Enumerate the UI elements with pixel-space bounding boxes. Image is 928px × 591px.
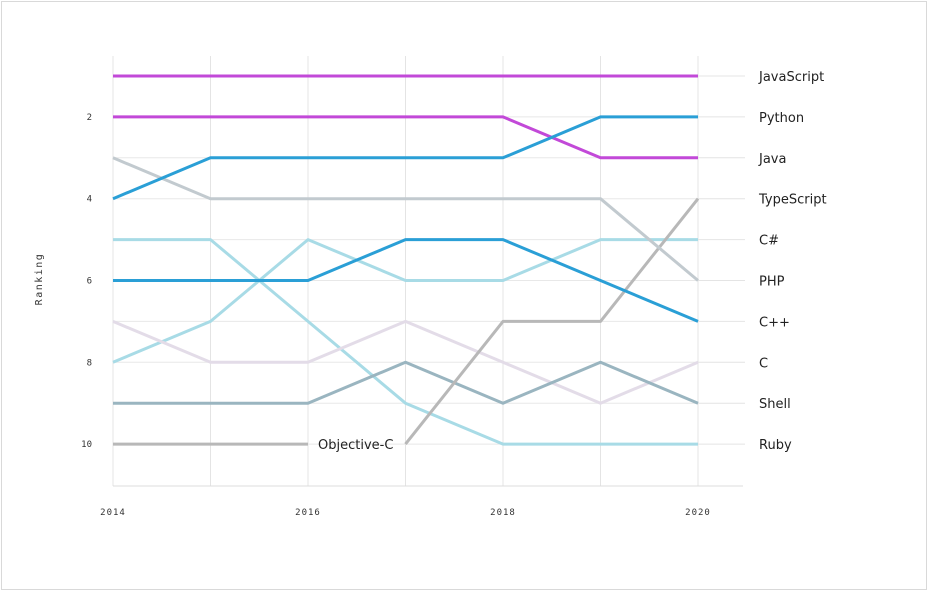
series-line-c: [113, 238, 699, 323]
y-axis-label: Ranking: [34, 253, 45, 306]
x-tick-label-2018: 2018: [490, 508, 516, 518]
axes: 2014 2016 2018 2020 2 4 6 8 10 Ranking: [34, 113, 743, 518]
series-lines: [112, 74, 700, 446]
end-label-c: C: [759, 356, 768, 371]
x-tick-label-2020: 2020: [685, 508, 711, 518]
y-tick-label-6: 6: [87, 277, 92, 287]
end-label-shell: Shell: [759, 397, 791, 412]
series-line-php: [112, 156, 699, 282]
end-label-c: C++: [759, 315, 790, 330]
end-label-ruby: Ruby: [759, 438, 792, 453]
end-label-php: PHP: [759, 275, 785, 290]
labels: JavaScript Python Java TypeScript C# PHP C++ C S…: [318, 70, 827, 453]
y-tick-label-4: 4: [87, 195, 92, 205]
series-line-c: [112, 319, 699, 405]
end-label-c: C#: [759, 234, 779, 249]
y-tick-label-10: 10: [81, 440, 92, 450]
end-label-python: Python: [759, 111, 804, 126]
x-tick-label-2014: 2014: [100, 508, 126, 518]
annotation-objective-c: Objective-C: [318, 438, 393, 453]
y-tick-label-8: 8: [87, 358, 92, 368]
y-tick-label-2: 2: [87, 113, 92, 123]
series-line-ruby: [113, 238, 698, 446]
series-line-shell: [113, 360, 699, 405]
end-label-javascript: JavaScript: [758, 70, 824, 85]
end-label-java: Java: [758, 152, 786, 167]
series-line-java: [113, 115, 698, 160]
x-tick-label-2016: 2016: [295, 508, 321, 518]
grid: [112, 56, 745, 486]
series-line-typescript: [404, 197, 700, 446]
series-line-python: [112, 115, 698, 201]
series-line-c: [112, 238, 698, 364]
end-label-typescript: TypeScript: [758, 193, 827, 208]
